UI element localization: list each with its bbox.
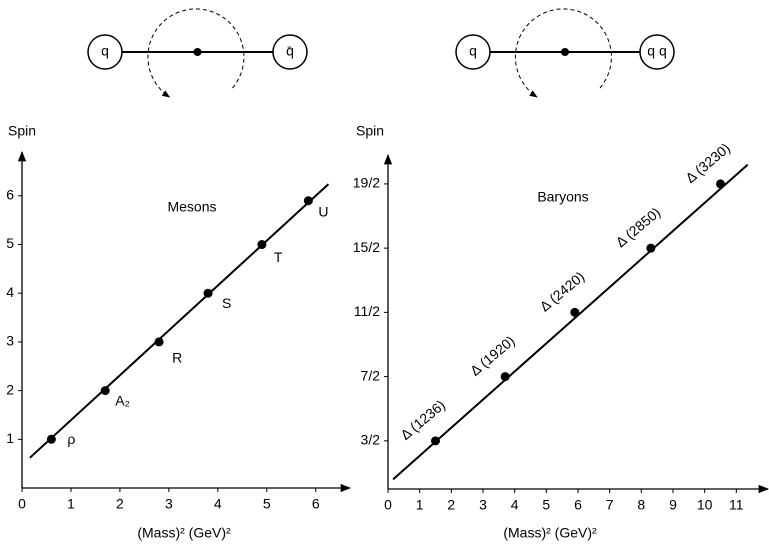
- data-point: [154, 337, 164, 347]
- data-point: [203, 288, 213, 298]
- y-axis-label: Spin: [356, 123, 384, 139]
- quark-circle: [272, 34, 308, 70]
- quark-circle: [87, 34, 123, 70]
- x-tick-label: 7: [606, 497, 614, 513]
- quark-circle: [455, 34, 491, 70]
- fit-line: [29, 183, 330, 459]
- x-tick-label: 4: [511, 497, 519, 513]
- rotation-arc: [514, 8, 612, 98]
- x-tick-label: 3: [165, 496, 173, 512]
- quark-label: q: [101, 43, 109, 59]
- x-tick-label: 2: [116, 496, 124, 512]
- y-tick-label: 2: [6, 381, 14, 397]
- x-tick-label: 5: [542, 497, 550, 513]
- x-tick-label: 1: [416, 497, 424, 513]
- annotation: Mesons: [167, 199, 216, 215]
- x-tick-label: 11: [729, 497, 744, 513]
- y-tick-label: 7/2: [361, 367, 381, 383]
- data-point: [716, 179, 725, 189]
- point-label: A₂: [115, 392, 130, 408]
- point-label: Δ (2850): [613, 204, 664, 250]
- x-tick-label: 5: [263, 496, 271, 512]
- data-point: [646, 243, 656, 253]
- point-label: Δ (1920): [467, 332, 518, 378]
- fit-line: [392, 163, 749, 481]
- point-label: U: [318, 203, 328, 219]
- x-tick-label: 8: [637, 497, 645, 513]
- data-point: [100, 386, 110, 396]
- point-label: ρ: [67, 431, 75, 447]
- y-tick-label: 1: [6, 430, 14, 446]
- center-dot: [193, 48, 202, 56]
- x-tick-label: 9: [669, 497, 677, 513]
- data-point: [257, 240, 267, 250]
- quark-label: q q: [647, 43, 666, 59]
- data-point: [303, 196, 313, 206]
- point-label: Δ (3230): [682, 140, 733, 186]
- x-tick-label: 1: [67, 496, 75, 512]
- y-tick-label: 3: [6, 333, 14, 349]
- quark-label: q̄: [286, 43, 294, 59]
- center-dot: [561, 48, 569, 56]
- x-tick-label: 6: [312, 496, 320, 512]
- y-tick-label: 15/2: [353, 239, 380, 255]
- annotation: Baryons: [537, 189, 588, 205]
- y-tick-label: 6: [6, 187, 14, 203]
- y-tick-label: 4: [6, 284, 14, 300]
- quark-label: q: [469, 43, 477, 59]
- x-axis-label: (Mass)² (GeV)²: [503, 525, 597, 541]
- x-axis-label: (Mass)² (GeV)²: [137, 525, 231, 541]
- x-tick-label: 0: [18, 496, 26, 512]
- x-tick-label: 4: [214, 496, 222, 512]
- y-axis-label: Spin: [8, 123, 36, 139]
- point-label: Δ (2420): [537, 268, 588, 314]
- y-tick-label: 19/2: [353, 175, 380, 191]
- x-tick-label: 2: [447, 497, 455, 513]
- x-tick-label: 3: [479, 497, 487, 513]
- y-tick-label: 11/2: [354, 303, 380, 319]
- data-point: [46, 434, 56, 444]
- rotation-arc: [147, 8, 245, 98]
- quark-circle: [639, 34, 675, 70]
- x-tick-label: 6: [574, 497, 582, 513]
- y-tick-label: 3/2: [361, 432, 381, 448]
- y-tick-label: 5: [6, 235, 14, 251]
- point-label: S: [222, 295, 231, 311]
- point-label: T: [274, 249, 283, 265]
- x-tick-label: 0: [384, 497, 392, 513]
- data-point: [500, 372, 510, 382]
- data-point: [570, 307, 580, 317]
- data-point: [431, 436, 440, 446]
- x-tick-label: 10: [697, 497, 713, 513]
- point-label: R: [172, 350, 182, 366]
